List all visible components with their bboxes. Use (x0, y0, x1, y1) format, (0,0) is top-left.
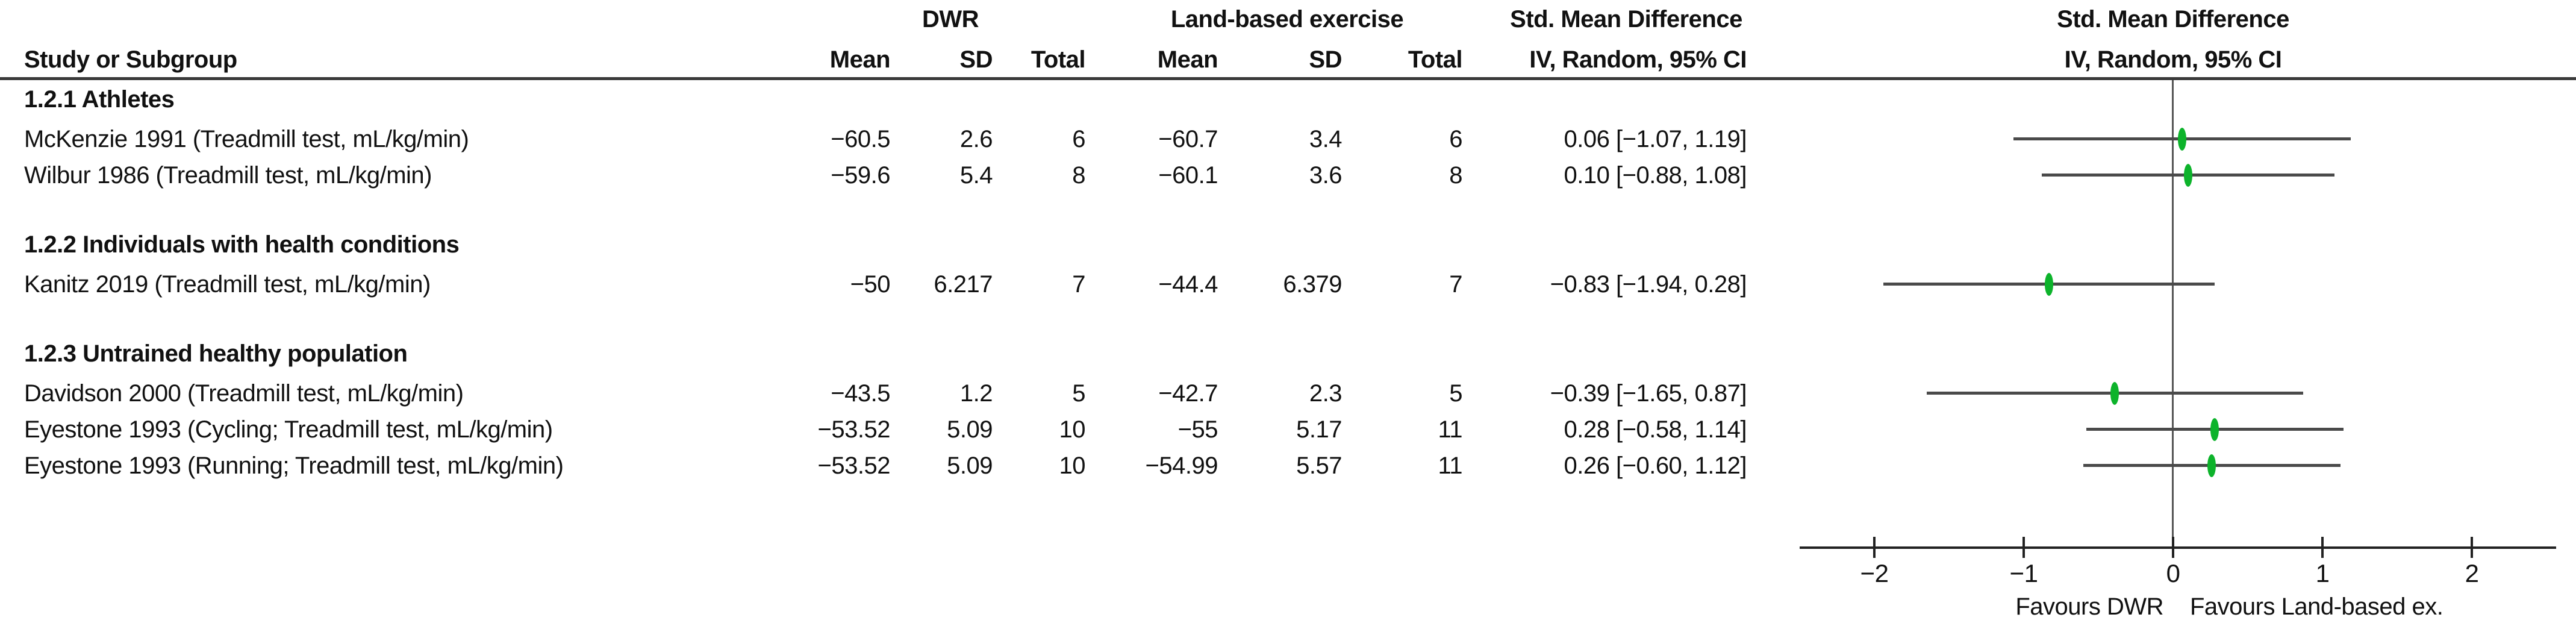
cell-dwr_sd: 5.4 (959, 162, 993, 189)
header-divider (0, 77, 2576, 80)
plot-header-title: Std. Mean Difference (2057, 6, 2289, 33)
axis-tick (1873, 537, 1876, 558)
axis-tick (2321, 537, 2324, 558)
subgroup-heading: 1.2.1 Athletes (24, 86, 175, 113)
col-header-mean-land: Mean (1157, 46, 1218, 73)
cell-effect-ci: 0.06 [−1.07, 1.19] (1564, 126, 1747, 152)
study-label: Wilbur 1986 (Treadmill test, mL/kg/min) (24, 162, 432, 189)
point-estimate-marker (2110, 382, 2119, 405)
cell-land_mean: −60.7 (1158, 126, 1218, 152)
group-header-dwr: DWR (922, 6, 979, 33)
cell-dwr_total: 8 (1072, 162, 1085, 189)
cell-effect-ci: −0.39 [−1.65, 0.87] (1550, 380, 1747, 407)
cell-land_mean: −55 (1177, 416, 1218, 443)
cell-dwr_total: 7 (1072, 271, 1085, 298)
point-estimate-marker (2045, 273, 2054, 296)
cell-dwr_mean: −43.5 (831, 380, 890, 407)
col-header-sd-dwr: SD (959, 46, 993, 73)
study-label: Davidson 2000 (Treadmill test, mL/kg/min… (24, 380, 464, 407)
cell-land_sd: 5.57 (1296, 452, 1342, 479)
cell-land_mean: −60.1 (1158, 162, 1218, 189)
favours-right-label: Favours Land-based ex. (2190, 593, 2443, 620)
axis-tick (2022, 537, 2025, 558)
effect-header-title: Std. Mean Difference (1510, 6, 1742, 33)
cell-dwr_mean: −53.52 (817, 416, 891, 443)
cell-land_mean: −42.7 (1158, 380, 1218, 407)
x-axis-line (1800, 546, 2556, 549)
axis-tick-label: 0 (2166, 559, 2180, 587)
cell-land_sd: 6.379 (1283, 271, 1342, 298)
col-header-study: Study or Subgroup (24, 46, 237, 73)
group-header-land: Land-based exercise (1170, 6, 1404, 33)
cell-dwr_sd: 5.09 (947, 416, 993, 443)
cell-dwr_total: 10 (1059, 452, 1086, 479)
col-header-mean-dwr: Mean (829, 46, 891, 73)
axis-tick-label: 1 (2315, 559, 2330, 587)
cell-effect-ci: 0.28 [−0.58, 1.14] (1564, 416, 1747, 443)
cell-land_total: 11 (1438, 452, 1462, 479)
cell-dwr_sd: 1.2 (959, 380, 993, 407)
cell-dwr_total: 5 (1072, 380, 1085, 407)
point-estimate-marker (2207, 454, 2216, 477)
plot-header-ci: IV, Random, 95% CI (2064, 46, 2282, 73)
cell-land_total: 5 (1449, 380, 1462, 407)
cell-effect-ci: 0.26 [−0.60, 1.12] (1564, 452, 1747, 479)
col-header-sd-land: SD (1309, 46, 1342, 73)
cell-dwr_total: 10 (1059, 416, 1086, 443)
study-label: Eyestone 1993 (Running; Treadmill test, … (24, 452, 564, 479)
cell-land_mean: −44.4 (1158, 271, 1218, 298)
cell-dwr_sd: 5.09 (947, 452, 993, 479)
cell-effect-ci: −0.83 [−1.94, 0.28] (1550, 271, 1747, 298)
axis-tick-label: 2 (2465, 559, 2479, 587)
cell-dwr_mean: −60.5 (831, 126, 890, 152)
axis-tick (2172, 537, 2174, 558)
point-estimate-marker (2183, 164, 2192, 187)
cell-effect-ci: 0.10 [−0.88, 1.08] (1564, 162, 1747, 189)
cell-dwr_sd: 2.6 (959, 126, 993, 152)
cell-dwr_mean: −53.52 (817, 452, 891, 479)
cell-dwr_mean: −50 (850, 271, 891, 298)
cell-land_sd: 2.3 (1309, 380, 1343, 407)
axis-tick-label: −1 (2009, 559, 2038, 587)
study-label: Eyestone 1993 (Cycling; Treadmill test, … (24, 416, 553, 443)
zero-effect-line (2172, 80, 2174, 548)
subgroup-heading: 1.2.2 Individuals with health conditions (24, 231, 460, 258)
cell-dwr_sd: 6.217 (934, 271, 993, 298)
study-label: Kanitz 2019 (Treadmill test, mL/kg/min) (24, 271, 431, 298)
cell-land_mean: −54.99 (1145, 452, 1218, 479)
cell-land_total: 8 (1449, 162, 1462, 189)
cell-land_sd: 3.6 (1309, 162, 1343, 189)
col-header-total-dwr: Total (1031, 46, 1086, 73)
cell-land_sd: 5.17 (1296, 416, 1342, 443)
cell-dwr_total: 6 (1072, 126, 1085, 152)
cell-land_total: 6 (1449, 126, 1462, 152)
axis-tick-label: −2 (1860, 559, 1889, 587)
cell-land_sd: 3.4 (1309, 126, 1343, 152)
point-estimate-marker (2177, 128, 2186, 151)
favours-left-label: Favours DWR (2015, 593, 2163, 620)
subgroup-heading: 1.2.3 Untrained healthy population (24, 340, 408, 367)
axis-tick (2471, 537, 2473, 558)
col-header-effect-ci: IV, Random, 95% CI (1529, 46, 1747, 73)
point-estimate-marker (2210, 418, 2219, 441)
cell-land_total: 11 (1438, 416, 1462, 443)
cell-dwr_mean: −59.6 (831, 162, 890, 189)
study-label: McKenzie 1991 (Treadmill test, mL/kg/min… (24, 126, 469, 152)
cell-land_total: 7 (1449, 271, 1462, 298)
col-header-total-land: Total (1408, 46, 1463, 73)
